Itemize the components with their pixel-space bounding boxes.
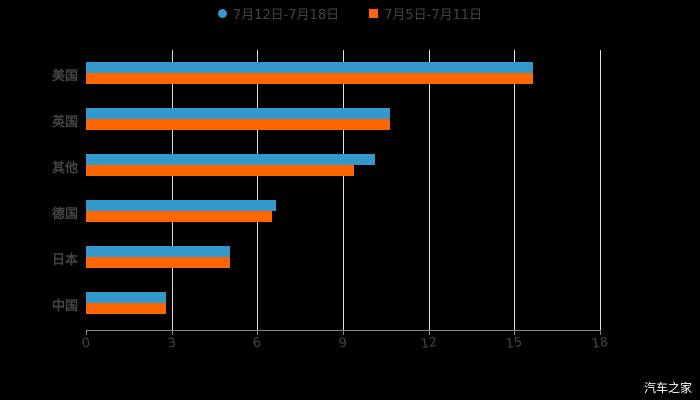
x-tick <box>514 330 516 335</box>
x-tick-label: 18 <box>590 334 610 353</box>
x-tick-label: 3 <box>166 335 177 352</box>
x-tick-label: 15 <box>505 334 524 353</box>
bar[interactable] <box>86 165 354 176</box>
x-tick <box>257 330 259 335</box>
square-marker-icon <box>369 9 379 18</box>
legend: 7月12日-7月18日 7月5日-7月11日 <box>0 4 700 23</box>
watermark: 汽车之家 <box>643 381 692 395</box>
x-tick <box>600 330 601 335</box>
gridline <box>600 50 601 330</box>
x-tick <box>86 330 87 335</box>
bar[interactable] <box>86 246 230 257</box>
bar[interactable] <box>86 62 534 73</box>
gridline <box>514 50 516 330</box>
bar[interactable] <box>86 257 230 268</box>
x-tick <box>428 330 430 335</box>
bar[interactable] <box>86 292 166 303</box>
x-axis <box>86 330 600 331</box>
circle-marker-icon <box>217 9 227 18</box>
gridline <box>343 50 344 330</box>
gridline <box>428 50 430 330</box>
x-tick <box>343 330 344 335</box>
bar[interactable] <box>86 73 534 84</box>
x-tick-label: 9 <box>337 335 349 352</box>
x-tick-label: 12 <box>419 334 438 353</box>
x-tick-label: 6 <box>252 335 263 352</box>
gridline <box>171 50 173 330</box>
bar[interactable] <box>86 154 375 165</box>
x-tick-label: 0 <box>80 335 92 352</box>
bar[interactable] <box>86 200 276 211</box>
category-label: 日本 <box>51 253 78 268</box>
category-label: 英国 <box>51 115 78 130</box>
legend-label: 7月5日-7月11日 <box>384 8 483 23</box>
bar[interactable] <box>86 119 390 130</box>
bar[interactable] <box>86 108 390 119</box>
x-tick <box>171 330 173 335</box>
bar[interactable] <box>86 211 272 222</box>
bar[interactable] <box>86 303 166 314</box>
legend-item-series-2[interactable]: 7月5日-7月11日 <box>369 4 482 23</box>
gridline <box>257 50 259 330</box>
category-label: 其他 <box>51 161 78 176</box>
category-label: 德国 <box>51 207 78 222</box>
legend-item-series-1[interactable]: 7月12日-7月18日 <box>217 4 340 23</box>
category-label: 美国 <box>51 69 78 84</box>
legend-label: 7月12日-7月18日 <box>232 8 340 23</box>
category-label: 中国 <box>51 299 78 314</box>
